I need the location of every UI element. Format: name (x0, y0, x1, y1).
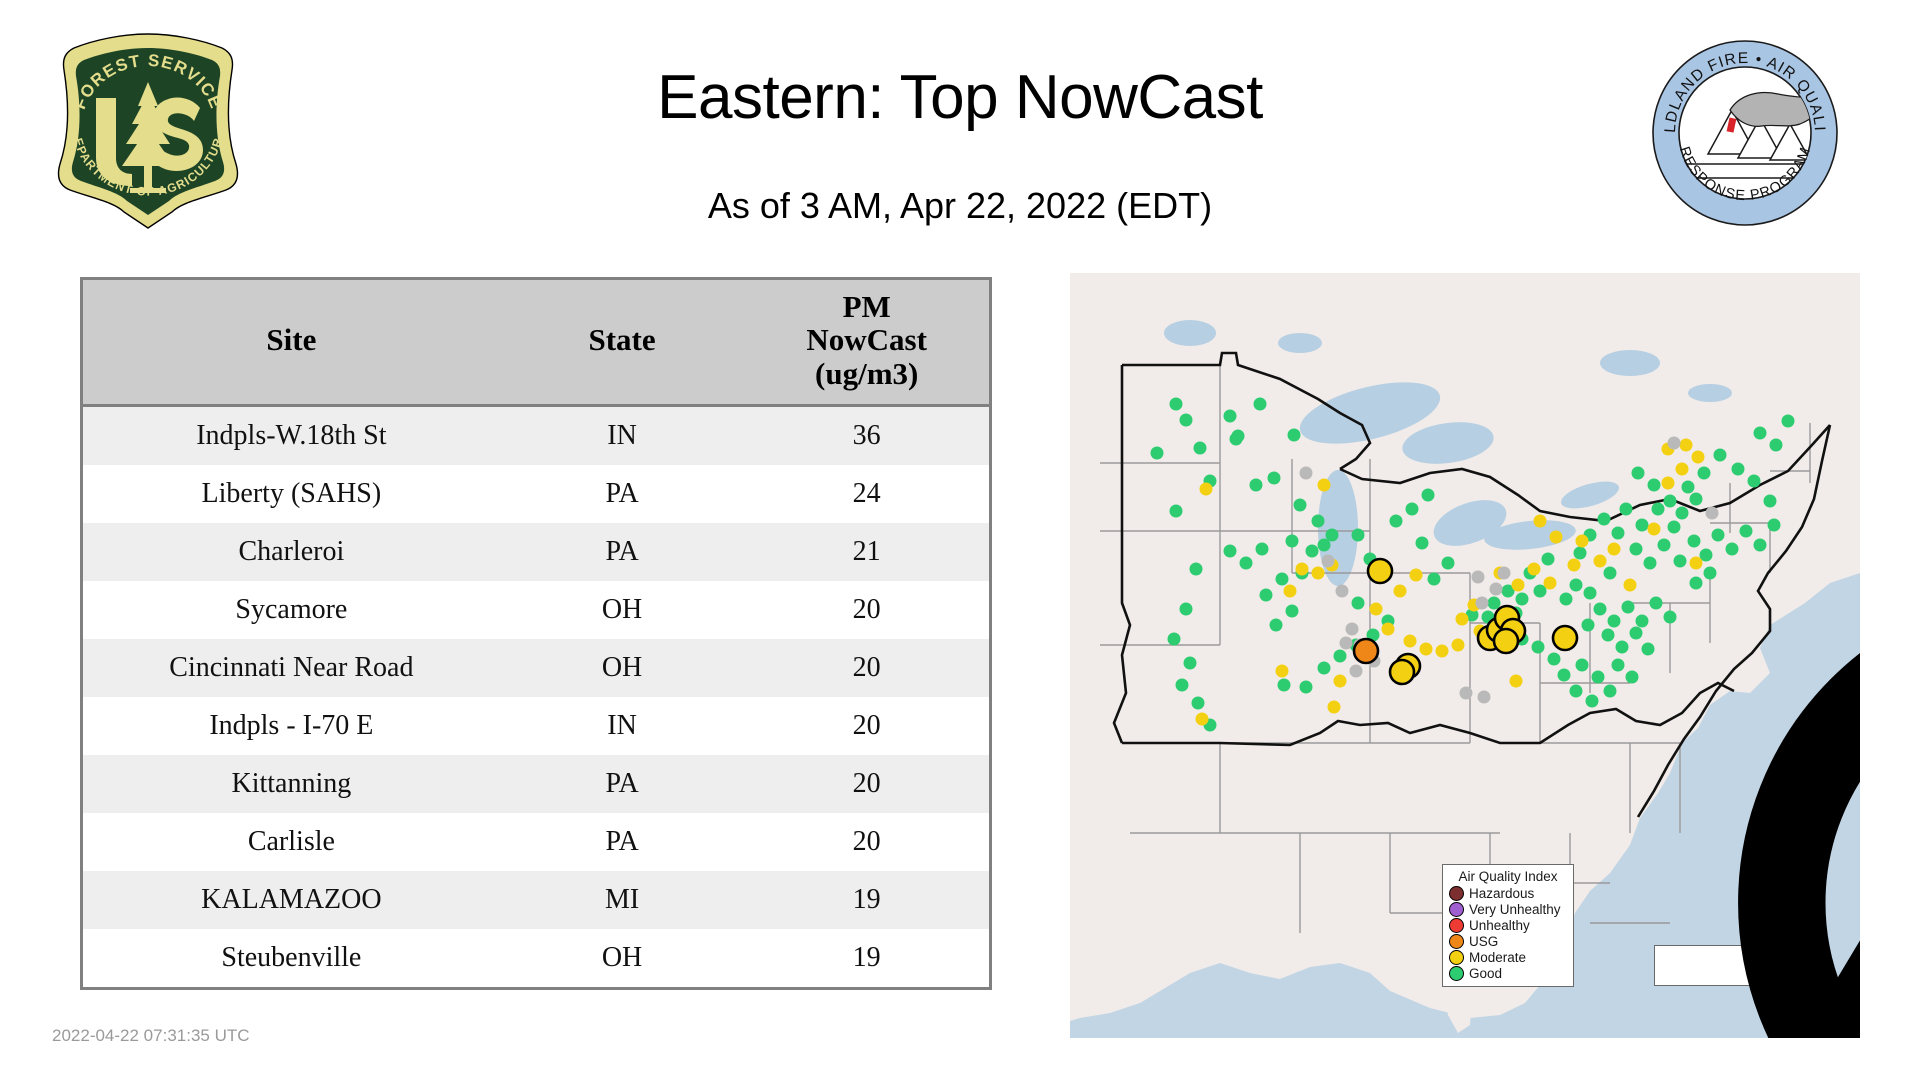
column-header-pm-line3: (ug/m3) (815, 355, 919, 391)
state-cell: OH (601, 652, 643, 684)
map-canvas (1070, 273, 1860, 1038)
aqi-legend-label: Good (1469, 965, 1503, 981)
legend-row-permanent: permanent (1660, 939, 1860, 1038)
circle-icon (1738, 653, 1860, 1038)
site-cell: KALAMAZOO (201, 884, 382, 916)
pm-nowcast-cell: 20 (852, 652, 881, 684)
site-cell: Sycamore (235, 594, 348, 626)
aqi-legend-label: USG (1469, 933, 1499, 949)
state-cell: IN (607, 710, 637, 742)
aqi-legend-row: Hazardous (1449, 885, 1567, 901)
pm-nowcast-cell: 21 (852, 536, 881, 568)
table-header-row: Site State PM NowCast (ug/m3) (83, 280, 989, 408)
sensor-points-layer (1150, 397, 1795, 732)
top-site-marker-indpls-w18th (1352, 637, 1380, 665)
generation-timestamp: 2022-04-22 07:31:35 UTC (52, 1026, 250, 1045)
aqi-legend-row: Good (1449, 965, 1567, 981)
aqi-legend-row: USG (1449, 933, 1567, 949)
pm-nowcast-cell: 20 (852, 594, 881, 626)
table-row: Carlisle PA 20 (83, 813, 989, 872)
state-cell: OH (601, 942, 643, 974)
aqi-legend-row: Moderate (1449, 949, 1567, 965)
top-site-marker-liberty-sahs (1492, 627, 1520, 655)
usfs-shield-logo: FOREST SERVICE DEPARTMENT OF AGRICULTURE (47, 19, 244, 230)
aqi-legend-row: Very Unhealthy (1449, 901, 1567, 917)
top-site-marker-cincinnati-near-road (1388, 658, 1416, 686)
pm-nowcast-cell: 20 (852, 768, 881, 800)
legend-row-temporary: temporary (1660, 653, 1860, 1038)
wfaqrp-logo: WILDLAND FIRE • AIR QUALITY RESPONSE PRO… (1642, 25, 1840, 228)
aqi-legend-title: Air Quality Index (1458, 869, 1558, 884)
column-header-state: State (499, 280, 745, 408)
aqi-legend-label: Unhealthy (1469, 917, 1530, 933)
state-borders (1100, 363, 1811, 933)
state-cell: PA (605, 536, 639, 568)
table-row: Sycamore OH 20 (83, 581, 989, 640)
top-site-markers (1352, 557, 1579, 686)
page-title: Eastern: Top NowCast (657, 63, 1263, 132)
state-cell: OH (601, 594, 643, 626)
column-header-pm-line2: NowCast (806, 322, 927, 358)
table-row: Steubenville OH 19 (83, 929, 989, 988)
aqi-swatch-icon (1449, 885, 1464, 901)
table-row: Indpls - I-70 E IN 20 (83, 697, 989, 756)
site-cell: Liberty (SAHS) (201, 478, 382, 510)
aqi-swatch-icon (1449, 965, 1464, 981)
air-quality-map[interactable]: Air Quality Index Hazardous Very Unhealth… (1070, 273, 1860, 1038)
aqi-swatch-icon (1449, 901, 1464, 917)
pm-nowcast-cell: 24 (852, 478, 881, 510)
column-header-site: Site (83, 280, 500, 408)
pm-nowcast-cell: 19 (852, 942, 881, 974)
table-row: Charleroi PA 21 (83, 523, 989, 582)
table-row: KALAMAZOO MI 19 (83, 871, 989, 930)
top-site-marker-carlisle (1551, 624, 1579, 652)
pm-nowcast-cell: 20 (852, 710, 881, 742)
site-cell: Carlisle (247, 826, 335, 858)
aqi-swatch-icon (1449, 933, 1464, 949)
aqi-legend-label: Moderate (1469, 949, 1527, 965)
pm-nowcast-cell: 20 (852, 826, 881, 858)
site-cell: Cincinnati Near Road (169, 652, 414, 684)
pm-nowcast-cell: 36 (852, 420, 881, 452)
site-cell: Indpls - I-70 E (209, 710, 374, 742)
table-row: Cincinnati Near Road OH 20 (83, 639, 989, 698)
site-type-legend: temporary permanent (1654, 653, 1860, 1038)
pm-nowcast-cell: 19 (852, 884, 881, 916)
site-cell: Indpls-W.18th St (196, 420, 387, 452)
table-row: Liberty (SAHS) PA 24 (83, 465, 989, 524)
column-header-pm-line1: PM (842, 289, 891, 324)
table-row: Kittanning PA 20 (83, 755, 989, 814)
aqi-swatch-icon (1449, 917, 1464, 933)
top-site-marker-kalamazoo (1366, 557, 1394, 585)
aqi-legend-row: Unhealthy (1449, 917, 1567, 933)
triangle-icon (1801, 939, 1860, 1038)
country-outline (1112, 351, 1832, 818)
site-cell: Kittanning (231, 768, 352, 800)
state-cell: MI (604, 884, 640, 916)
state-cell: PA (605, 768, 639, 800)
state-cell: IN (607, 420, 637, 452)
site-cell: Steubenville (221, 942, 362, 974)
aqi-legend-label: Very Unhealthy (1469, 901, 1561, 917)
column-header-pm-nowcast: PM NowCast (ug/m3) (744, 280, 989, 408)
table-body: Indpls-W.18th St IN 36 Liberty (SAHS) PA 24 Ch… (83, 405, 989, 988)
top-nowcast-table: Site State PM NowCast (ug/m3) Indpls-W.1… (80, 277, 992, 991)
state-cell: PA (605, 478, 639, 510)
site-cell: Charleroi (238, 536, 345, 568)
table-row: Indpls-W.18th St IN 36 (83, 405, 989, 466)
state-cell: PA (605, 826, 639, 858)
aqi-legend: Air Quality Index Hazardous Very Unhealth… (1442, 864, 1574, 987)
aqi-swatch-icon (1449, 949, 1464, 965)
page-subtitle: As of 3 AM, Apr 22, 2022 (EDT) (707, 185, 1213, 226)
aqi-legend-label: Hazardous (1469, 885, 1535, 901)
